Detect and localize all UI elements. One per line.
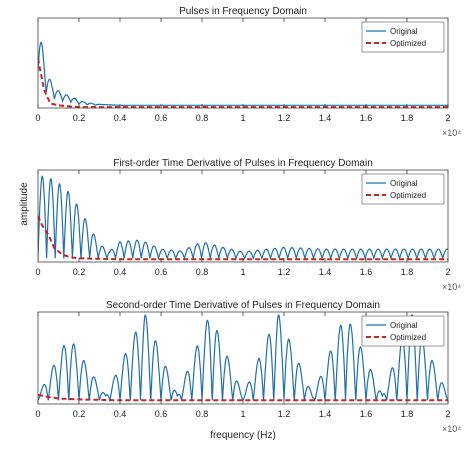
- legend: Original Optimized: [361, 315, 445, 347]
- x-exponent-label: ×10⁴: [442, 424, 461, 434]
- shared-x-axis-label: frequency (Hz): [210, 430, 276, 441]
- legend: Original Optimized: [361, 21, 445, 53]
- x-tick-label: 1.4: [319, 409, 332, 419]
- legend-box: [361, 21, 445, 53]
- legend-box: [361, 173, 445, 205]
- x-exponent-label: ×10⁴: [442, 128, 461, 138]
- x-tick-label: 2: [445, 267, 450, 277]
- x-tick-label: 2: [445, 113, 450, 123]
- x-tick-label: 1.2: [278, 113, 291, 123]
- x-tick-label: 1.8: [401, 267, 414, 277]
- x-tick-label: 0.2: [73, 409, 86, 419]
- subplot-title: Pulses in Frequency Domain: [179, 6, 307, 17]
- subplot-2: First-order Time Derivative of Pulses in…: [35, 158, 461, 292]
- x-tick-label: 0.4: [114, 409, 127, 419]
- x-tick-label: 0: [35, 113, 40, 123]
- x-tick-label: 0: [35, 267, 40, 277]
- subplot-title: Second-order Time Derivative of Pulses i…: [106, 300, 380, 311]
- subplot-1: Pulses in Frequency Domain 0 0.2 0.4 0.6 0.8 1…: [35, 6, 461, 138]
- x-exponent-label: ×10⁴: [442, 282, 461, 292]
- x-tick-label: 1: [240, 267, 245, 277]
- x-tick-label: 0.6: [155, 267, 168, 277]
- x-tick-label: 1.6: [360, 113, 373, 123]
- legend-box: [361, 315, 445, 347]
- subplot-3: Second-order Time Derivative of Pulses i…: [35, 300, 461, 434]
- legend-label-original: Original: [390, 321, 418, 330]
- shared-y-axis-label: amplitude: [19, 182, 30, 226]
- x-tick-label: 1.8: [401, 409, 414, 419]
- subplot-title: First-order Time Derivative of Pulses in…: [113, 158, 373, 169]
- x-tick-label: 0.6: [155, 113, 168, 123]
- legend-label-original: Original: [390, 179, 418, 188]
- x-tick-label: 0.6: [155, 409, 168, 419]
- x-tick-label: 0.2: [73, 267, 86, 277]
- legend-label-optimized: Optimized: [390, 39, 426, 48]
- legend-label-optimized: Optimized: [390, 191, 426, 200]
- x-tick-label: 0.8: [196, 113, 209, 123]
- series-line-original: [38, 175, 448, 261]
- x-tick-label: 1.2: [278, 409, 291, 419]
- legend: Original Optimized: [361, 173, 445, 205]
- x-tick-label: 1.8: [401, 113, 414, 123]
- x-tick-label: 0.8: [196, 409, 209, 419]
- x-tick-label: 1.2: [278, 267, 291, 277]
- x-tick-label: 1: [240, 113, 245, 123]
- x-tick-label: 0.2: [73, 113, 86, 123]
- legend-label-optimized: Optimized: [390, 333, 426, 342]
- x-tick-label: 1.6: [360, 409, 373, 419]
- x-tick-label: 1.4: [319, 267, 332, 277]
- series-line-optimized: [38, 58, 448, 108]
- x-tick-label: 1.4: [319, 113, 332, 123]
- series-line-optimized: [38, 393, 448, 402]
- x-tick-label: 0.4: [114, 267, 127, 277]
- x-tick-label: 0.8: [196, 267, 209, 277]
- legend-label-original: Original: [390, 27, 418, 36]
- x-tick-label: 1.6: [360, 267, 373, 277]
- x-tick-label: 2: [445, 409, 450, 419]
- x-tick-label: 1: [240, 409, 245, 419]
- x-tick-label: 0.4: [114, 113, 127, 123]
- x-tick-label: 0: [35, 409, 40, 419]
